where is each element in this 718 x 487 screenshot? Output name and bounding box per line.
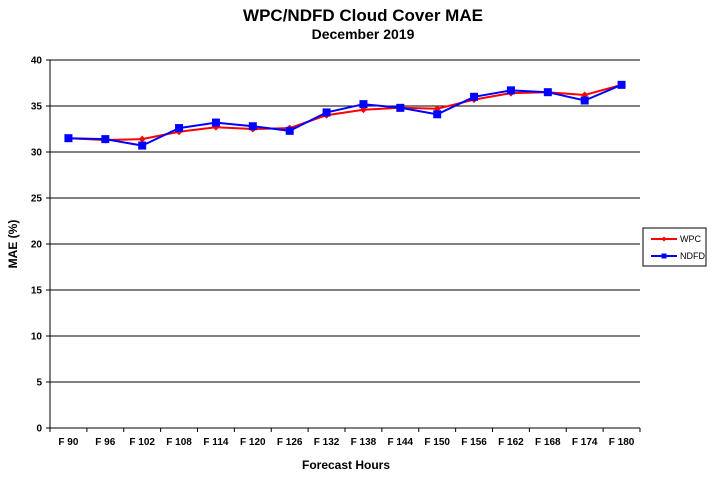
x-tick-label: F 168 <box>535 437 561 448</box>
plot-area <box>49 59 640 429</box>
y-tick-label: 20 <box>31 240 43 251</box>
data-point-ndfd <box>64 134 73 143</box>
series-ndfd <box>64 80 626 150</box>
data-point-ndfd <box>285 126 294 135</box>
y-axis-ticks: 0 5 10 15 20 25 30 35 40 <box>31 56 50 435</box>
y-tick-label: 25 <box>31 194 43 205</box>
legend-label-ndfd: NDFD <box>680 251 705 261</box>
data-point-ndfd <box>359 100 368 109</box>
x-tick-label: F 180 <box>609 437 635 448</box>
y-tick-label: 5 <box>36 378 42 389</box>
data-point-ndfd <box>396 103 405 112</box>
legend-items: WPC NDFD <box>651 234 705 261</box>
y-tick-label: 15 <box>31 286 43 297</box>
series-line-wpc <box>68 83 622 142</box>
x-tick-label: F 120 <box>240 437 266 448</box>
legend-label-wpc: WPC <box>680 234 701 244</box>
x-tick-label: F 126 <box>277 437 303 448</box>
data-point-ndfd <box>248 122 257 131</box>
y-tick-label: 35 <box>31 102 43 113</box>
data-point-ndfd <box>580 96 589 105</box>
legend-marker-ndfd <box>661 253 667 259</box>
data-point-ndfd <box>543 88 552 97</box>
data-point-ndfd <box>138 141 147 150</box>
data-point-ndfd <box>322 108 331 117</box>
x-tick-label: F 102 <box>129 437 155 448</box>
x-tick-label: F 114 <box>203 437 228 448</box>
series-line-ndfd <box>68 83 622 147</box>
y-tick-label: 0 <box>36 424 42 435</box>
x-tick-label: F 174 <box>572 437 598 448</box>
x-tick-label: F 90 <box>58 437 78 448</box>
legend: WPC NDFD <box>642 227 707 267</box>
data-point-ndfd <box>470 92 479 101</box>
y-tick-label: 30 <box>31 148 43 159</box>
legend-box <box>642 227 707 267</box>
data-point-ndfd <box>175 124 184 133</box>
y-axis-label: MAE (%) <box>6 220 20 269</box>
data-point-ndfd <box>101 135 110 144</box>
x-axis-label: Forecast Hours <box>302 458 390 472</box>
data-point-ndfd <box>211 118 220 127</box>
x-tick-label: F 108 <box>166 437 192 448</box>
legend-marker-wpc <box>661 236 667 242</box>
data-point-ndfd <box>617 80 626 89</box>
data-point-ndfd <box>506 86 515 95</box>
x-tick-label: F 144 <box>388 437 414 448</box>
legend-item-wpc: WPC <box>651 234 701 244</box>
data-point-ndfd <box>433 110 442 119</box>
chart-subtitle: December 2019 <box>312 26 415 42</box>
x-tick-label: F 162 <box>498 437 524 448</box>
chart-title: WPC/NDFD Cloud Cover MAE <box>243 6 483 25</box>
y-tick-label: 40 <box>31 56 43 67</box>
x-tick-label: F 150 <box>424 437 450 448</box>
y-tick-label: 10 <box>31 332 43 343</box>
data-point-wpc <box>138 135 146 143</box>
legend-item-ndfd: NDFD <box>651 251 705 261</box>
x-tick-label: F 138 <box>351 437 377 448</box>
x-tick-label: F 96 <box>95 437 115 448</box>
series-layer <box>64 80 626 150</box>
x-tick-label: F 156 <box>461 437 487 448</box>
x-tick-label: F 132 <box>314 437 340 448</box>
x-axis-ticks: F 90 F 96 F 102 F 108 F 114 F 120 F 126 F 132 F … <box>49 428 641 448</box>
